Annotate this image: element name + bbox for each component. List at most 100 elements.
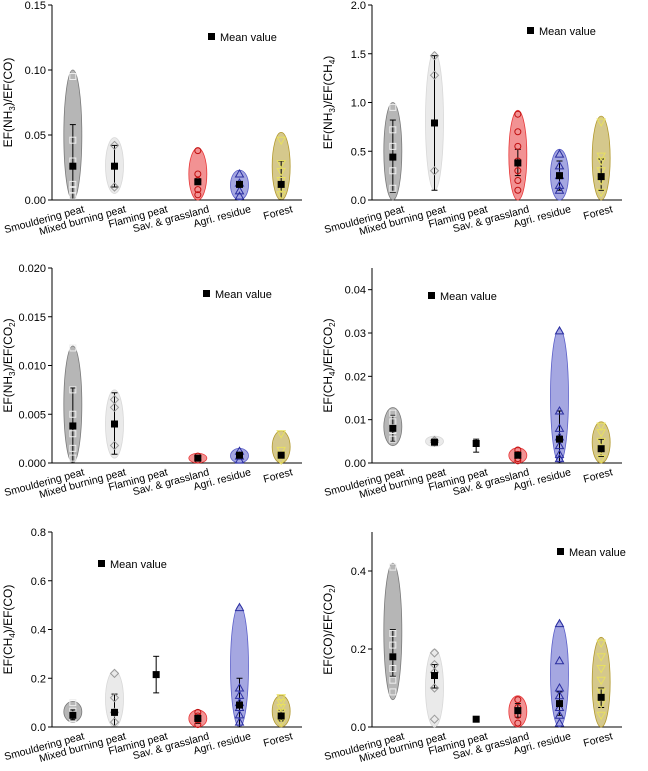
data-point [234, 682, 245, 692]
data-point [276, 699, 287, 708]
data-point [69, 344, 77, 352]
legend-mean-marker [203, 290, 210, 297]
data-point [554, 325, 565, 335]
legend-mean-marker [208, 33, 215, 40]
data-point [109, 693, 120, 703]
mean-marker [389, 424, 397, 432]
legend-label: Mean value [440, 291, 497, 303]
mean-marker [514, 451, 522, 459]
y-tick-label: 0.05 [25, 130, 46, 142]
data-point [389, 563, 397, 571]
data-point [69, 180, 77, 188]
x-tick-label-forest: Forest [262, 730, 294, 749]
data-point [514, 167, 522, 175]
mean-marker [111, 708, 118, 716]
mean-marker [111, 162, 118, 170]
data-point [389, 126, 397, 134]
data-point [109, 440, 120, 451]
mean-marker [431, 438, 438, 446]
mean-marker [277, 712, 285, 720]
y-tick-label: 0.4 [31, 625, 46, 637]
y-tick-label: 0.010 [18, 361, 46, 373]
series-flaming-peat [472, 438, 480, 453]
data-point [596, 455, 607, 464]
data-point [276, 446, 287, 456]
data-point [514, 128, 522, 136]
y-tick-label: 0.000 [18, 458, 46, 470]
y-tick-label: 0.005 [18, 409, 46, 421]
data-point [109, 182, 120, 192]
series-forest [591, 421, 611, 464]
y-tick-label: 0.0 [31, 722, 46, 734]
mean-marker [69, 422, 77, 430]
mean-marker [431, 119, 438, 127]
mean-marker [277, 180, 285, 188]
data-point [389, 435, 397, 443]
data-point [596, 639, 607, 649]
y-axis-label: EF(CH4)/EF(CO2) [321, 318, 337, 412]
data-point [389, 629, 397, 637]
data-point [554, 682, 565, 692]
y-tick-label: 0.015 [18, 312, 46, 324]
mean-marker [389, 653, 397, 661]
y-tick-label: 0.00 [25, 195, 46, 207]
data-point [429, 70, 440, 80]
series-mixed-burning-peat [105, 389, 124, 459]
data-point [389, 409, 397, 417]
legend-mean-marker [527, 27, 534, 34]
data-point [429, 659, 440, 670]
data-point [596, 688, 607, 697]
series-mixed-burning-peat [425, 648, 444, 728]
legend: Mean value [208, 32, 277, 44]
data-point [389, 688, 397, 696]
data-point [596, 157, 607, 167]
y-tick-label: 0.0 [351, 195, 366, 207]
series-forest [271, 131, 291, 201]
data-point [514, 177, 522, 184]
mean-marker [556, 435, 563, 443]
data-point [69, 430, 77, 438]
series-agri-residue [230, 602, 249, 728]
series-sav-grassland [188, 147, 208, 201]
data-point [554, 440, 565, 450]
legend-label: Mean value [110, 559, 167, 571]
x-tick-label-forest: Forest [582, 203, 614, 222]
range-ellipse [550, 621, 569, 728]
legend-label: Mean value [569, 547, 626, 559]
data-point [554, 655, 565, 665]
data-point [69, 699, 77, 707]
mean-marker [597, 445, 605, 453]
series-agri-residue [230, 446, 249, 464]
data-point [514, 110, 522, 118]
series-forest [271, 430, 291, 466]
data-point [389, 184, 397, 192]
y-axis-label: EF(CO)/EF(CO2) [321, 584, 337, 674]
series-sav-grassland [188, 708, 208, 729]
data-point [276, 704, 287, 713]
series-smouldering-peat [63, 69, 83, 201]
data-point [596, 118, 607, 128]
legend-label: Mean value [539, 26, 596, 38]
mean-marker [236, 180, 243, 188]
data-point [194, 170, 202, 178]
data-point [554, 423, 565, 432]
x-tick-label-forest: Forest [262, 466, 294, 485]
y-axis-label: EF(NH3)/EF(CO) [1, 58, 17, 148]
data-point [596, 653, 607, 662]
x-tick-label-forest: Forest [582, 466, 614, 485]
data-point [596, 152, 607, 162]
series-agri-residue [230, 168, 249, 201]
data-point [554, 180, 565, 189]
data-point [596, 422, 607, 432]
y-tick-label: 0.4 [351, 566, 366, 578]
legend-mean-marker [557, 548, 564, 555]
mean-marker [236, 451, 243, 459]
mean-marker [152, 671, 160, 679]
data-point [429, 683, 440, 693]
series-forest [591, 636, 611, 728]
series-mixed-burning-peat [105, 137, 124, 194]
y-axis-label: EF(CH4)/EF(CO) [1, 585, 17, 675]
data-point [234, 602, 245, 612]
x-tick-label-forest: Forest [582, 730, 614, 749]
y-tick-label: 0.15 [25, 0, 46, 12]
